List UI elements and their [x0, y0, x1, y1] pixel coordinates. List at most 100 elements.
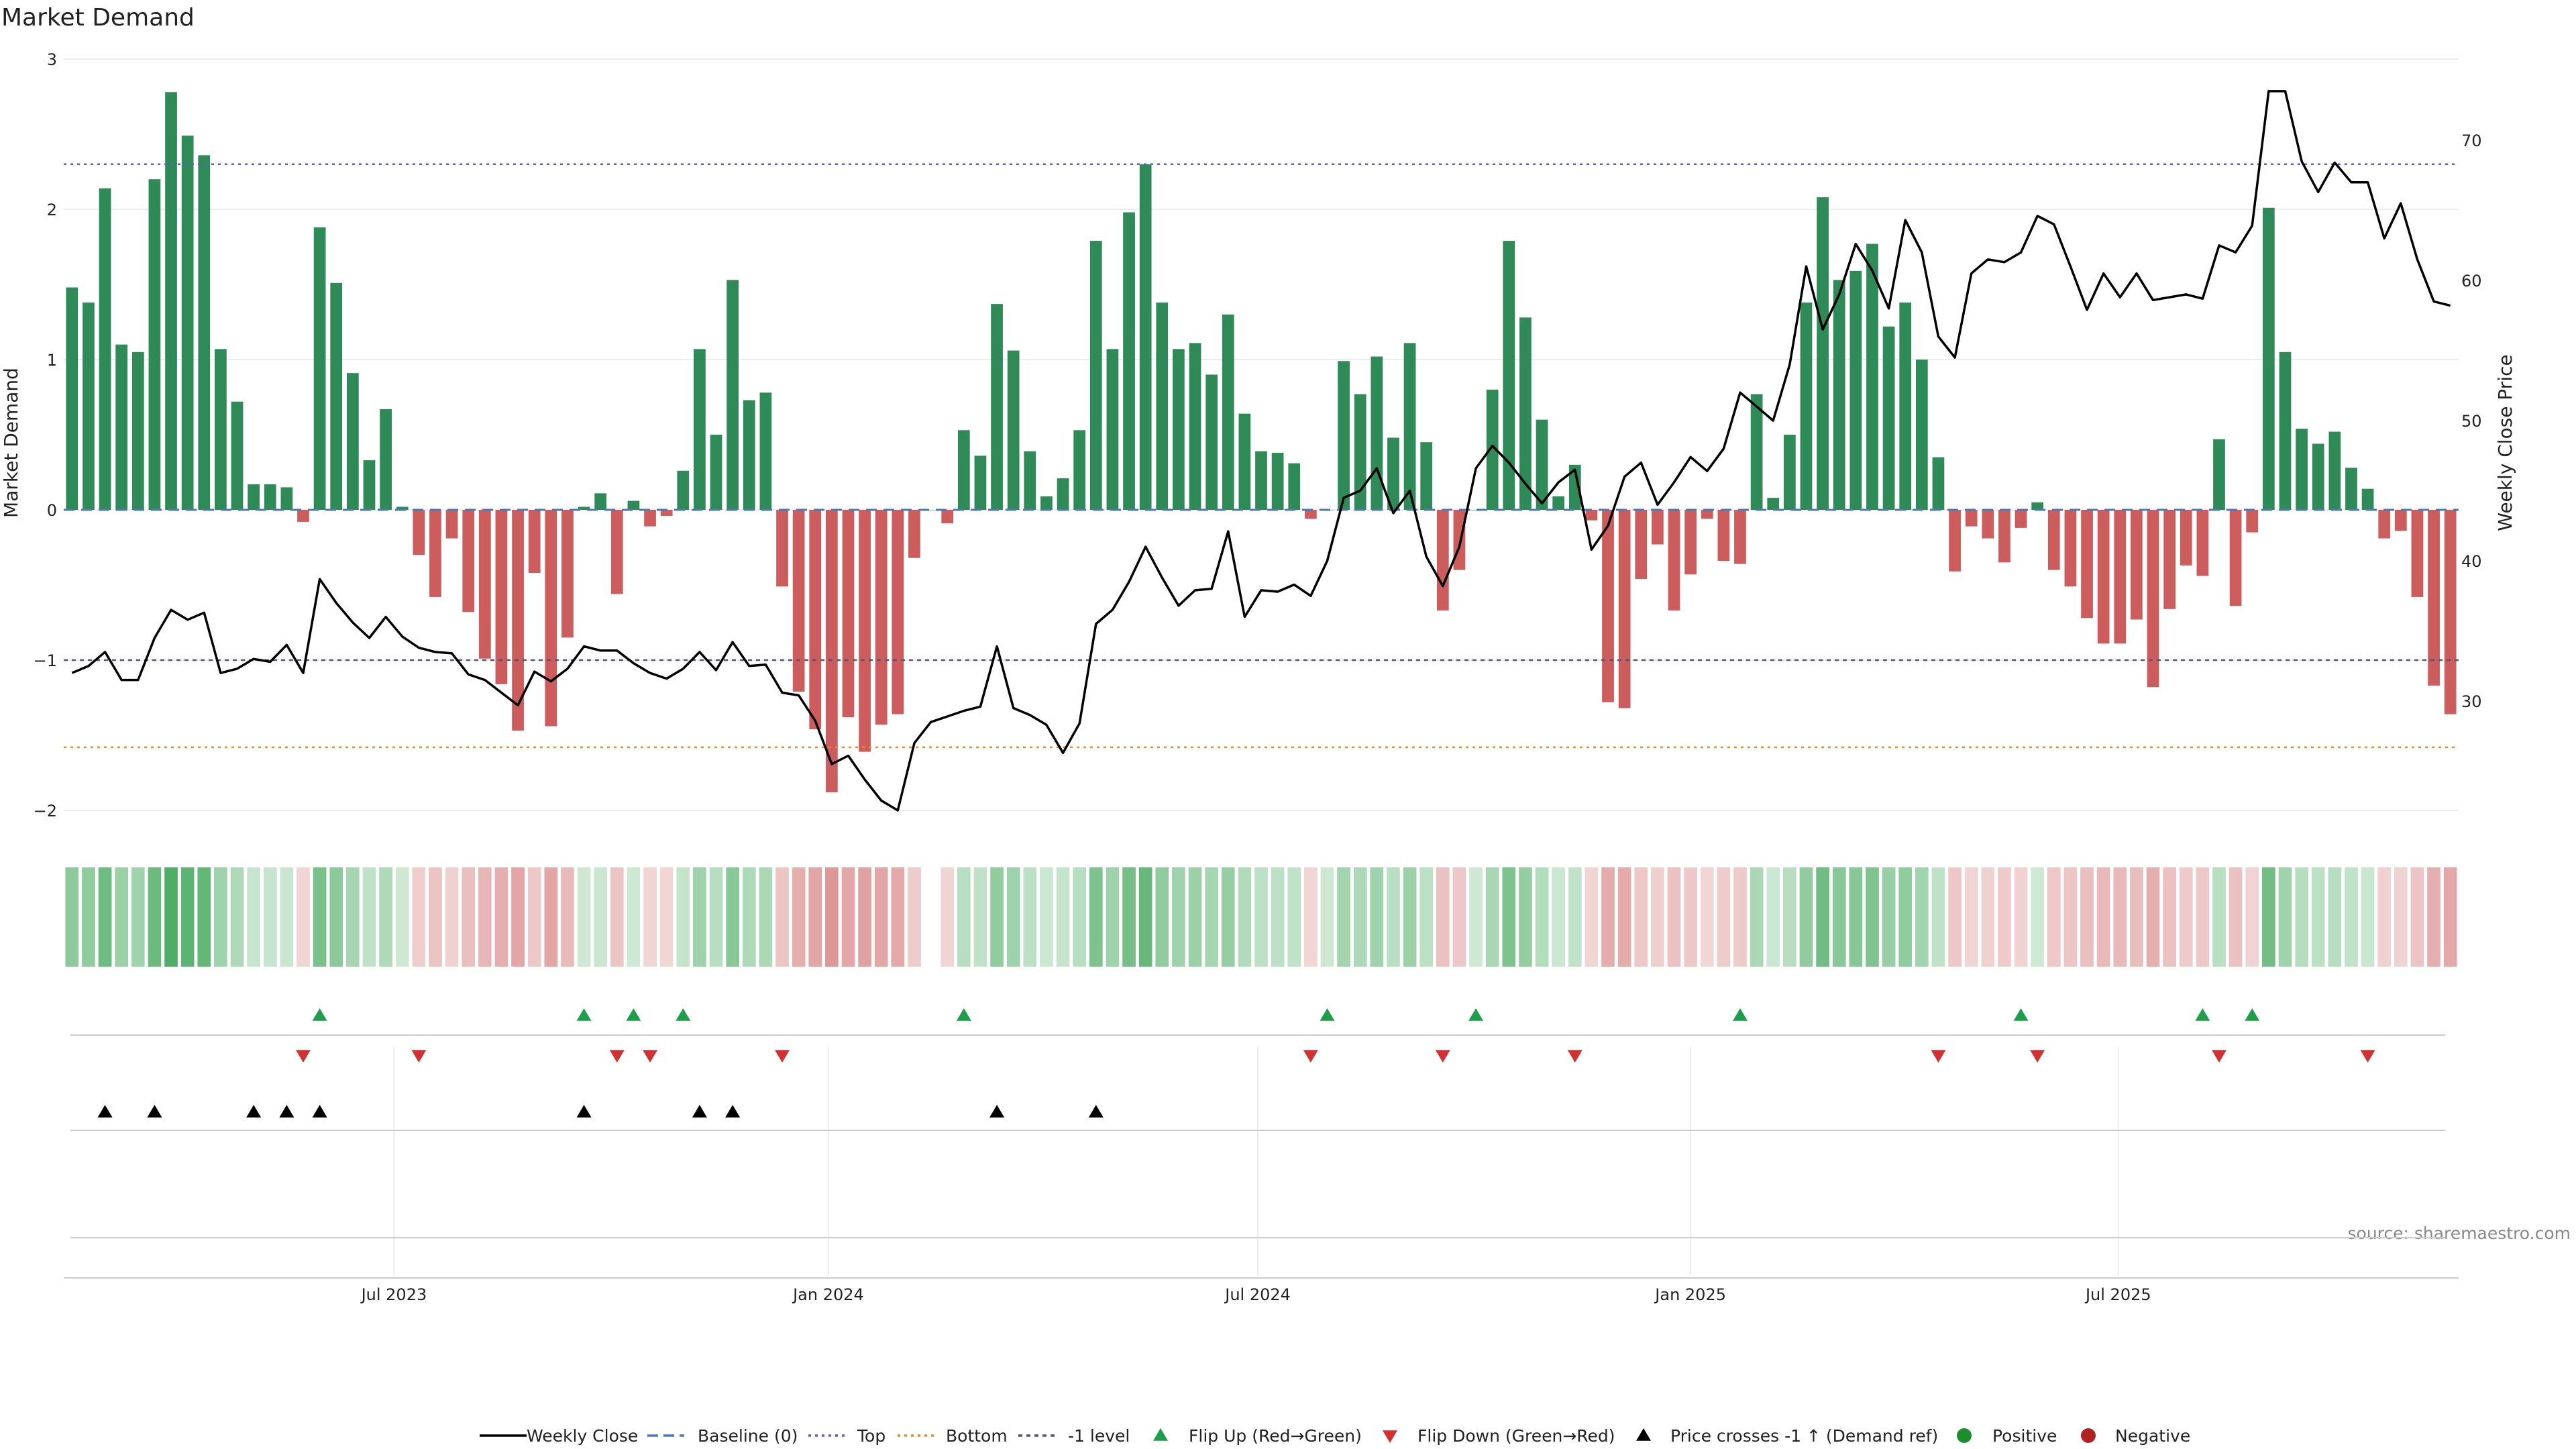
heat-cell [1717, 867, 1731, 967]
heat-cell [2278, 867, 2292, 967]
heat-cell [527, 867, 541, 967]
demand-bar-negative [2097, 510, 2110, 644]
flip-up-marker [2195, 1008, 2210, 1021]
heat-cell [1799, 867, 1813, 967]
demand-bar-positive [346, 373, 359, 510]
axes-layer: −2 −1 0 1 2 3 30 40 50 60 70 Jul 2023 Jan 2024 Jul 20… [34, 50, 2482, 1304]
heat-cell [709, 867, 723, 967]
demand-bar-positive [1849, 270, 1862, 510]
price-cross-marker [725, 1105, 741, 1118]
demand-bar-positive [1238, 413, 1251, 510]
demand-bar-positive [1486, 389, 1499, 510]
demand-bar-positive [148, 179, 161, 510]
heat-cell [1138, 867, 1152, 967]
flip-down-marker [1435, 1050, 1450, 1063]
heat-cell [1155, 867, 1169, 967]
legend-minus-one-label: -1 level [1068, 1426, 1130, 1446]
heat-cell [1006, 867, 1020, 967]
flip-down-marker [2360, 1050, 2375, 1063]
heat-cell [1981, 867, 1995, 967]
demand-bar-positive [1420, 442, 1433, 510]
legend-baseline-label: Baseline (0) [698, 1426, 798, 1446]
demand-bar-negative [1436, 510, 1449, 611]
demand-bar-positive [1767, 498, 1780, 510]
legend-negative-label: Negative [2115, 1426, 2190, 1446]
demand-bar-negative [1453, 510, 1466, 570]
demand-bar-negative [413, 510, 425, 555]
demand-bar-positive [1403, 343, 1416, 510]
heat-cell [1552, 867, 1566, 967]
heat-cell [1337, 867, 1350, 967]
heat-cell [1568, 867, 1582, 967]
demand-bar-negative [2015, 510, 2027, 528]
flip-up-marker [1733, 1008, 1748, 1021]
demand-bar-positive [1040, 496, 1053, 510]
demand-bar-negative [2180, 510, 2192, 566]
demand-bar-positive [1089, 241, 1102, 510]
demand-bar-positive [2213, 439, 2225, 510]
demand-bar-positive [1288, 463, 1301, 510]
demand-bar-positive [1024, 451, 1036, 510]
demand-bar-positive [1387, 437, 1399, 510]
demand-bar-negative [644, 510, 656, 527]
legend-positive-label: Positive [1992, 1426, 2057, 1446]
flip-down-marker [1303, 1050, 1318, 1063]
demand-bar-negative [2131, 510, 2143, 620]
heat-cell [1783, 867, 1796, 967]
demand-bar-positive [248, 484, 260, 510]
legend-price-cross-swatch [1636, 1428, 1651, 1441]
heat-cell [841, 867, 855, 967]
heat-cell [627, 867, 641, 967]
heat-cell [1023, 867, 1037, 967]
heat-cell [858, 867, 871, 967]
flip-down-marker [1567, 1050, 1582, 1063]
demand-bar-negative [1652, 510, 1664, 545]
heat-cell [98, 867, 112, 967]
demand-bar-positive [677, 470, 690, 510]
heat-cell [775, 867, 789, 967]
heat-cell [2063, 867, 2078, 967]
heat-cell [280, 867, 294, 967]
heat-cell [214, 867, 227, 967]
heat-cell [1040, 867, 1053, 967]
heat-cell [180, 867, 195, 967]
demand-bar-positive [1536, 419, 1548, 510]
demand-bar-negative [1734, 510, 1746, 564]
x-tick-label: Jul 2024 [1224, 1285, 1291, 1304]
flip-up-marker [2245, 1008, 2260, 1021]
heat-cell [1452, 867, 1466, 967]
demand-bar-positive [1552, 496, 1565, 510]
demand-bar-negative [859, 510, 871, 752]
heat-cell [115, 867, 129, 967]
heat-cell [1601, 867, 1615, 967]
heat-cell [792, 867, 806, 967]
price-cross-marker [576, 1105, 592, 1118]
demand-bar-negative [842, 510, 855, 718]
demand-bar-negative [1965, 510, 1978, 527]
heat-cell [1898, 867, 1913, 967]
demand-bar-positive [2312, 443, 2324, 510]
demand-bar-negative [2114, 510, 2127, 644]
demand-bar-negative [445, 510, 458, 539]
heat-cell [891, 867, 905, 967]
heat-cell [693, 867, 706, 967]
flip-down-marker [2212, 1050, 2226, 1063]
demand-bar-negative [1668, 510, 1680, 611]
demand-bar-negative [2411, 510, 2424, 597]
demand-bar-positive [1156, 302, 1169, 510]
heat-cell [329, 867, 343, 967]
demand-bar-positive [578, 506, 590, 510]
heat-cell [2179, 867, 2193, 967]
heat-cell [1816, 867, 1829, 967]
legend-flip-down-swatch [1383, 1430, 1397, 1443]
heat-cell [676, 867, 690, 967]
demand-bar-positive [115, 344, 128, 510]
heat-cell [2031, 867, 2045, 967]
heat-cell [1502, 867, 1516, 967]
heat-strip-layer [65, 867, 2457, 967]
heat-cell [148, 867, 162, 967]
y2-tick-label: 60 [2461, 272, 2482, 290]
demand-bar-positive [594, 493, 607, 510]
heat-cell [164, 867, 178, 967]
heat-cell [297, 867, 310, 967]
